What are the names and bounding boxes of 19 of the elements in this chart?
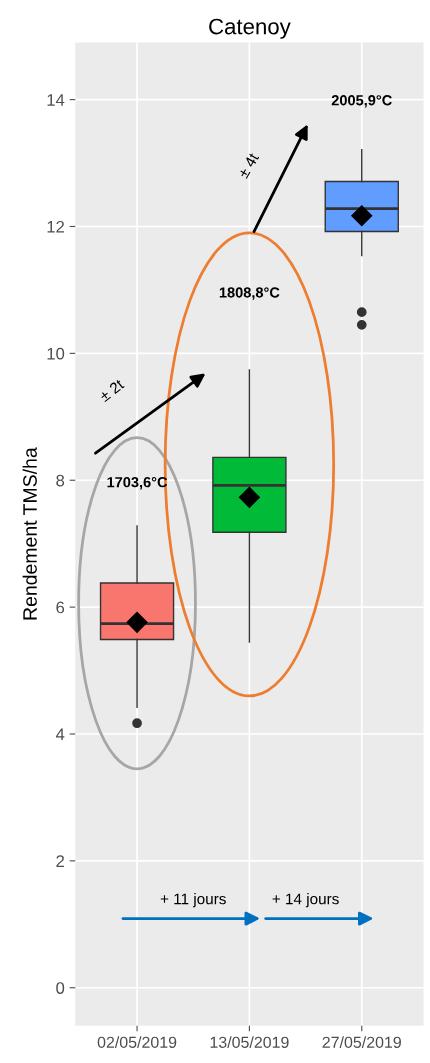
y-tick-label: 6 — [56, 601, 65, 614]
chart-title: Catenoy — [209, 18, 291, 39]
y-tick-label: 4 — [55, 728, 65, 741]
annotation: + 14 jours — [272, 893, 339, 908]
x-tick-label: 02/05/2019 — [97, 1036, 177, 1048]
y-axis-title: Rendement TMS/ha — [22, 447, 37, 620]
annotation: 1808,8°C — [219, 287, 280, 300]
x-tick-label: 13/05/2019 — [210, 1036, 289, 1048]
annotation: + 11 jours — [160, 893, 226, 908]
y-tick-label: 10 — [47, 347, 65, 360]
y-tick-label: 2 — [56, 855, 64, 867]
x-tick-label: 27/05/2019 — [322, 1036, 401, 1048]
y-tick-label: 14 — [47, 94, 65, 106]
annotation: ± 2t — [98, 378, 125, 403]
y-tick-label: 12 — [47, 220, 64, 233]
annotation: ± 4t — [237, 152, 260, 179]
annotation: 2005,9°C — [331, 95, 392, 108]
y-tick-label: 8 — [56, 474, 65, 487]
y-tick-label: 0 — [56, 982, 65, 994]
